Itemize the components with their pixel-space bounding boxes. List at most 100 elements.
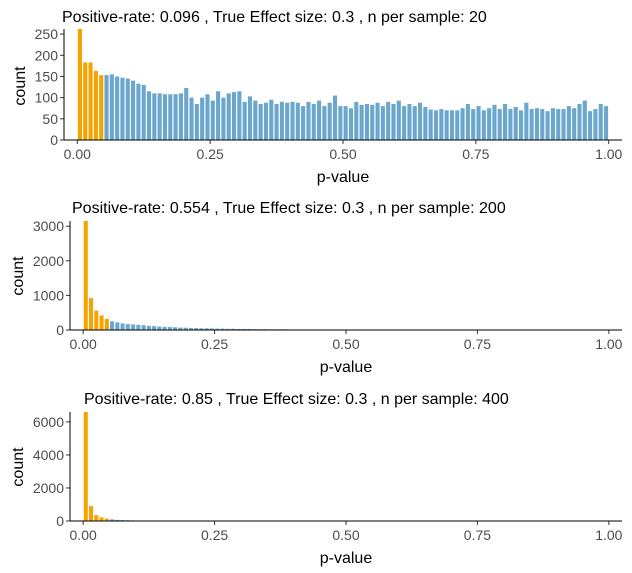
- histogram-bar: [104, 318, 109, 330]
- histogram-bar: [487, 108, 492, 140]
- x-tick-label: 0.75: [464, 527, 491, 543]
- histogram-bar: [391, 103, 396, 140]
- histogram-bar: [162, 94, 168, 140]
- histogram-bar: [189, 97, 194, 140]
- histogram-bar: [220, 328, 225, 330]
- y-axis-label: count: [10, 256, 27, 296]
- histogram-bar: [290, 101, 295, 140]
- chart-title: Positive-rate: 0.096 , True Effect size:…: [62, 9, 487, 26]
- histogram-bar: [306, 101, 311, 140]
- histogram-bar: [274, 103, 279, 140]
- histogram-bar: [178, 327, 183, 330]
- histogram-bar: [104, 75, 109, 140]
- histogram-bar: [343, 106, 348, 140]
- y-tick-label: 100: [35, 90, 59, 106]
- histogram-bar: [141, 84, 146, 140]
- histogram-bar: [167, 327, 172, 330]
- histogram-bar: [242, 101, 247, 140]
- histogram-bar: [460, 108, 465, 140]
- histogram-bar: [232, 92, 237, 140]
- histogram-bar: [593, 109, 598, 140]
- histogram-bar: [194, 328, 199, 330]
- histogram-bar: [152, 326, 157, 330]
- histogram-bar: [481, 110, 486, 140]
- histogram-bar: [311, 103, 316, 140]
- x-tick-label: 0.25: [201, 527, 228, 543]
- histogram-bar: [236, 328, 241, 330]
- histogram-bar: [471, 109, 476, 140]
- x-tick-label: 1.00: [595, 527, 622, 543]
- histogram-bar: [253, 100, 258, 140]
- histogram-bar: [188, 327, 193, 330]
- y-tick-label: 250: [35, 26, 59, 42]
- histogram-bar: [157, 93, 162, 140]
- y-tick-label: 3000: [33, 218, 64, 234]
- y-tick-label: 0: [56, 513, 64, 529]
- histogram-bar: [556, 109, 561, 140]
- histogram-bar: [439, 109, 444, 140]
- histogram-bar: [205, 94, 210, 140]
- histogram-bar: [572, 108, 577, 140]
- histogram-bar: [89, 506, 94, 521]
- y-tick-label: 0: [50, 132, 58, 148]
- chart-title: Positive-rate: 0.554 , True Effect size:…: [72, 200, 506, 217]
- y-tick-label: 0: [56, 322, 64, 338]
- y-tick-label: 2000: [33, 253, 64, 269]
- histogram-bar: [115, 76, 120, 140]
- x-axis-label: p-value: [317, 169, 370, 186]
- histogram-bar: [210, 100, 215, 140]
- histogram-bar: [561, 109, 566, 140]
- histogram-bar: [168, 94, 173, 140]
- histogram-bar: [465, 103, 470, 140]
- histogram-bar: [577, 103, 582, 140]
- histogram-bar: [412, 106, 417, 140]
- histogram-bar: [364, 103, 369, 140]
- bars: [83, 412, 241, 521]
- histogram-bar: [221, 97, 226, 140]
- histogram-bar: [258, 103, 263, 140]
- histogram-bar: [120, 77, 125, 140]
- histogram-bar: [279, 101, 284, 140]
- histogram-bar: [199, 328, 204, 330]
- histogram-bar: [152, 93, 157, 140]
- chart-title: Positive-rate: 0.85 , True Effect size: …: [84, 391, 509, 408]
- histogram-bar: [354, 101, 359, 140]
- x-tick-label: 1.00: [595, 336, 622, 352]
- y-tick-label: 50: [42, 111, 58, 127]
- histogram-bar: [396, 100, 401, 140]
- x-tick-label: 0.25: [201, 336, 228, 352]
- histogram-bar: [241, 328, 246, 330]
- histogram-bar: [497, 109, 502, 140]
- histogram-bar: [141, 325, 146, 330]
- histogram-bar: [109, 74, 114, 140]
- histogram-bar: [317, 100, 322, 140]
- histogram-bar: [582, 100, 587, 140]
- histogram-bar: [99, 517, 104, 521]
- histogram-bar: [407, 103, 412, 140]
- histogram-bar: [503, 103, 508, 140]
- x-axis-label: p-value: [320, 359, 373, 376]
- histogram-bar: [359, 104, 364, 140]
- histogram-bar: [301, 106, 306, 140]
- histogram-bar: [104, 518, 109, 521]
- histogram-bar: [93, 70, 98, 140]
- histogram-bar: [246, 328, 251, 330]
- histogram-bar: [94, 310, 99, 330]
- histogram-bar: [77, 29, 82, 140]
- histogram-bar: [230, 328, 235, 330]
- histogram-bar: [534, 108, 540, 140]
- histogram-bar: [83, 62, 88, 140]
- histogram-bar: [83, 412, 88, 521]
- histogram-bar: [332, 95, 338, 140]
- histogram-bar: [508, 109, 513, 140]
- histogram-panel-n200: Positive-rate: 0.554 , True Effect size:…: [10, 200, 623, 376]
- histogram-panel-n20: Positive-rate: 0.096 , True Effect size:…: [12, 9, 623, 186]
- histogram-bar: [247, 96, 253, 140]
- x-tick-label: 0.00: [64, 146, 91, 162]
- histogram-bar: [215, 328, 220, 330]
- x-tick-label: 0.00: [70, 527, 97, 543]
- histogram-bar: [348, 108, 354, 140]
- x-tick-label: 0.50: [332, 336, 359, 352]
- y-axis-label: count: [10, 447, 27, 487]
